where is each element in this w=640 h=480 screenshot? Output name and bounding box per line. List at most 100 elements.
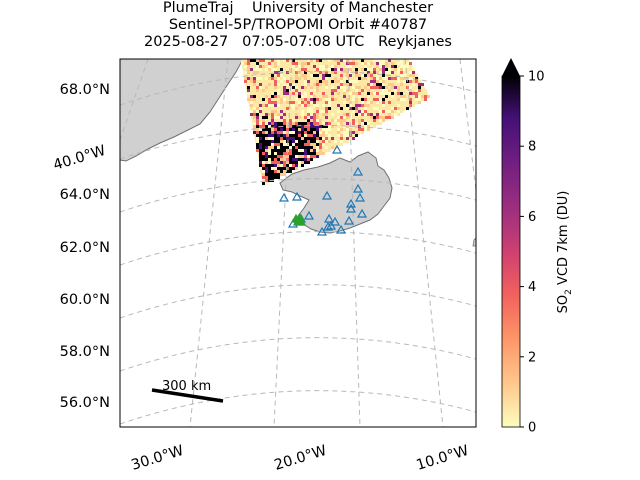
swath-pixel <box>307 155 310 158</box>
swath-pixel <box>265 179 268 182</box>
swath-pixel <box>418 83 421 86</box>
swath-pixel <box>412 71 415 74</box>
swath-pixel <box>346 137 349 140</box>
swath-pixel <box>343 110 346 113</box>
swath-pixel <box>289 68 292 71</box>
swath-pixel <box>256 101 259 104</box>
swath-pixel <box>307 146 310 149</box>
swath-pixel <box>343 98 346 101</box>
swath-pixel <box>271 71 274 74</box>
swath-pixel <box>409 74 412 77</box>
swath-pixel <box>409 95 412 98</box>
swath-pixel <box>373 62 376 65</box>
swath-pixel <box>325 77 328 80</box>
swath-pixel <box>295 146 298 149</box>
colorbar-tick-label: 4 <box>528 280 536 295</box>
swath-pixel <box>334 104 337 107</box>
swath-pixel <box>286 128 289 131</box>
swath-pixel <box>310 122 313 125</box>
distant-coast <box>472 237 476 247</box>
swath-pixel <box>250 113 253 116</box>
swath-pixel <box>331 110 334 113</box>
swath-pixel <box>274 71 277 74</box>
swath-pixel <box>334 122 337 125</box>
swath-pixel <box>277 86 280 89</box>
swath-pixel <box>313 89 316 92</box>
swath-pixel <box>391 92 394 95</box>
swath-pixel <box>355 119 358 122</box>
swath-pixel <box>304 143 307 146</box>
swath-pixel <box>331 80 334 83</box>
swath-pixel <box>319 62 322 65</box>
swath-pixel <box>283 158 286 161</box>
swath-pixel <box>367 128 370 131</box>
swath-pixel <box>346 68 349 71</box>
swath-pixel <box>268 143 271 146</box>
swath-pixel <box>394 65 397 68</box>
swath-pixel <box>337 95 340 98</box>
swath-pixel <box>283 59 286 62</box>
swath-pixel <box>349 59 352 62</box>
swath-pixel <box>388 65 391 68</box>
swath-pixel <box>316 113 319 116</box>
swath-pixel <box>289 167 292 170</box>
swath-pixel <box>346 128 349 131</box>
swath-pixel <box>322 113 325 116</box>
swath-pixel <box>391 101 394 104</box>
swath-pixel <box>313 59 316 62</box>
swath-pixel <box>346 122 349 125</box>
swath-pixel <box>391 77 394 80</box>
swath-pixel <box>388 68 391 71</box>
swath-pixel <box>319 86 322 89</box>
swath-pixel <box>307 152 310 155</box>
swath-pixel <box>409 68 412 71</box>
swath-pixel <box>340 116 343 119</box>
swath-pixel <box>280 128 283 131</box>
swath-pixel <box>289 155 292 158</box>
swath-pixel <box>349 68 352 71</box>
swath-pixel <box>325 116 328 119</box>
swath-pixel <box>280 161 283 164</box>
swath-pixel <box>319 119 322 122</box>
swath-pixel <box>376 101 379 104</box>
swath-pixel <box>364 62 367 65</box>
swath-pixel <box>310 119 313 122</box>
swath-pixel <box>373 95 376 98</box>
swath-pixel <box>247 80 250 83</box>
swath-pixel <box>301 92 304 95</box>
swath-pixel <box>376 86 379 89</box>
swath-pixel <box>310 92 313 95</box>
swath-pixel <box>412 86 415 89</box>
swath-pixel <box>316 95 319 98</box>
swath-pixel <box>340 119 343 122</box>
swath-pixel <box>271 68 274 71</box>
swath-pixel <box>286 161 289 164</box>
swath-pixel <box>337 143 340 146</box>
swath-pixel <box>328 128 331 131</box>
swath-pixel <box>310 140 313 143</box>
swath-pixel <box>364 68 367 71</box>
swath-pixel <box>262 143 265 146</box>
swath-pixel <box>316 77 319 80</box>
swath-pixel <box>253 101 256 104</box>
swath-pixel <box>268 113 271 116</box>
swath-pixel <box>277 128 280 131</box>
swath-pixel <box>322 143 325 146</box>
swath-pixel <box>352 68 355 71</box>
swath-pixel <box>367 77 370 80</box>
swath-pixel <box>346 62 349 65</box>
swath-pixel <box>301 140 304 143</box>
swath-pixel <box>304 95 307 98</box>
swath-pixel <box>316 101 319 104</box>
swath-pixel <box>373 65 376 68</box>
swath-pixel <box>262 59 265 62</box>
swath-pixel <box>307 77 310 80</box>
swath-pixel <box>289 92 292 95</box>
swath-pixel <box>265 155 268 158</box>
swath-pixel <box>277 95 280 98</box>
swath-pixel <box>394 107 397 110</box>
swath-pixel <box>367 113 370 116</box>
swath-pixel <box>328 119 331 122</box>
swath-pixel <box>274 152 277 155</box>
swath-pixel <box>265 152 268 155</box>
